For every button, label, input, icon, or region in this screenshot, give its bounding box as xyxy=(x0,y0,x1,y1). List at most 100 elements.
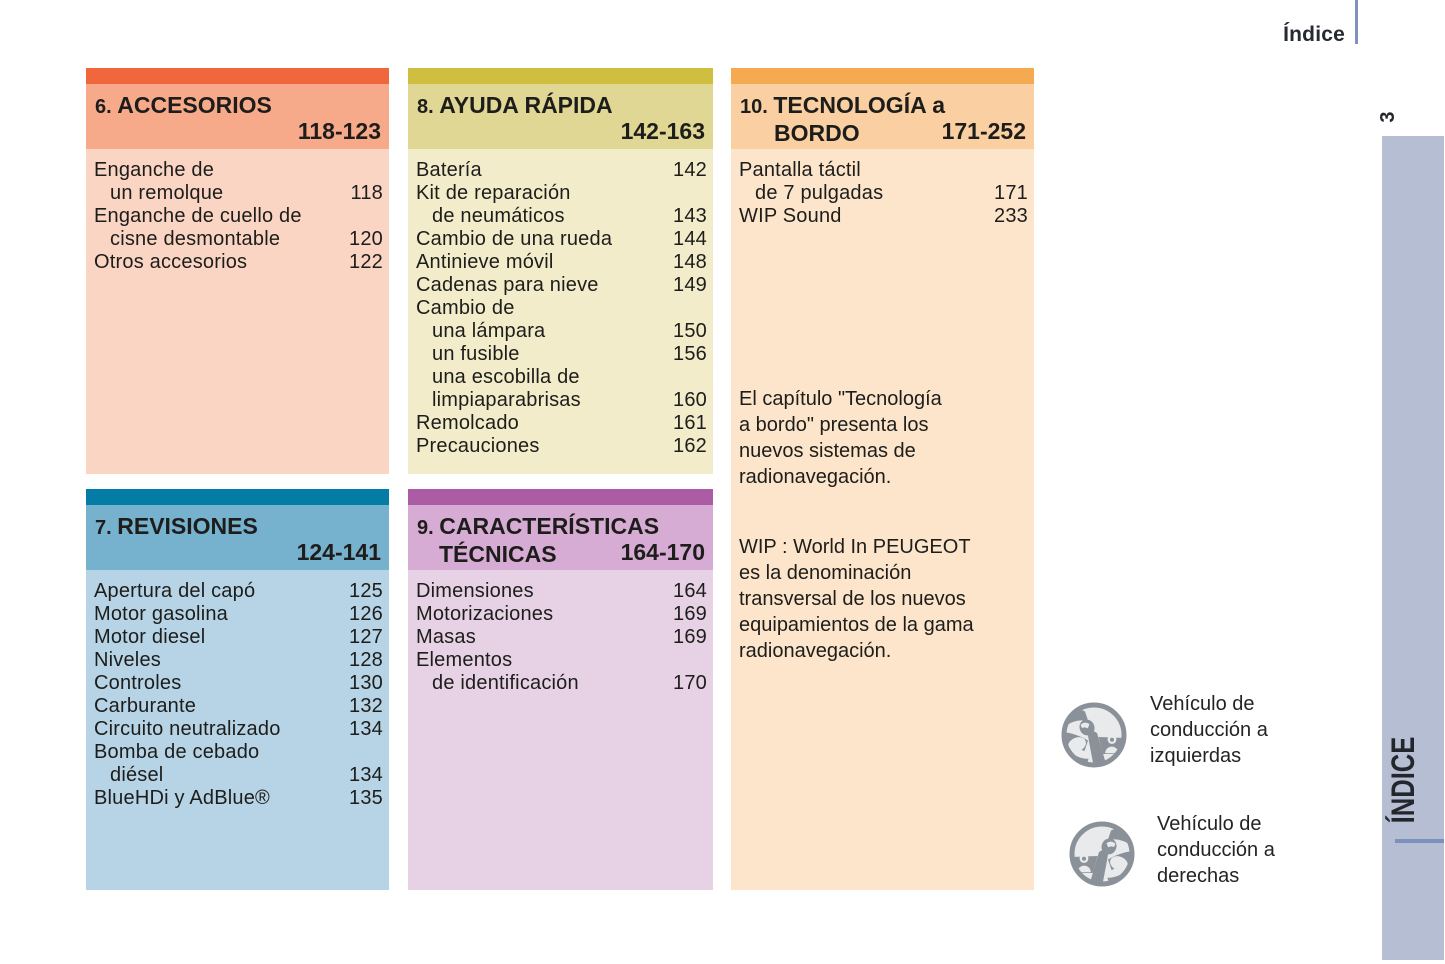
chapter-box-strip xyxy=(731,68,1034,84)
toc-entry: Carburante 132 xyxy=(94,695,383,718)
chapter-box-strip xyxy=(86,68,389,84)
chapter-page-range: 142-163 xyxy=(620,118,705,144)
toc-entry: Motor diesel 127 xyxy=(94,626,383,649)
chapter-title-line: BORDO xyxy=(774,120,860,146)
toc-entry-page: 169 xyxy=(673,603,707,625)
chapter-page-range: 118-123 xyxy=(297,118,381,144)
chapter-box-body: Batería 142 Kit de reparación de neumáticos… xyxy=(408,149,713,474)
toc-entry-label: Cambio de xyxy=(416,297,515,319)
toc-entry-page: 134 xyxy=(349,718,383,740)
toc-entry-label: Kit de reparación xyxy=(416,182,571,204)
steering-wheel-left-hand-drive-icon xyxy=(1058,699,1130,771)
toc-entry: Dimensiones 164 xyxy=(416,580,707,603)
chapter-title: 9. CARACTERÍSTICAS TÉCNICAS xyxy=(417,513,705,567)
toc-entry: Enganche de cuello de xyxy=(94,205,383,228)
toc-entry-label: Carburante xyxy=(94,695,197,717)
toc-entry: un remolque 118 xyxy=(94,182,383,205)
chapter-title-line: 10. TECNOLOGÍA a xyxy=(740,92,946,118)
chapter-title-line: 9. CARACTERÍSTICAS xyxy=(417,513,660,539)
chapter-number: 9. xyxy=(417,517,440,539)
toc-entry: de neumáticos 143 xyxy=(416,205,707,228)
chapter-box-strip xyxy=(86,489,389,505)
toc-entry: Cadenas para nieve 149 xyxy=(416,274,707,297)
toc-entry-label: de 7 pulgadas xyxy=(755,182,884,204)
chapter-page-range: 124-141 xyxy=(296,539,381,565)
toc-entry-label: Antinieve móvil xyxy=(416,251,554,273)
toc-entry-page: 128 xyxy=(349,649,383,671)
toc-entry-label: Cambio de una rueda xyxy=(416,228,613,250)
toc-entry: cisne desmontable 120 xyxy=(94,228,383,251)
toc-entry: limpiaparabrisas 160 xyxy=(416,389,707,412)
toc-entry-page: 118 xyxy=(350,182,383,204)
chapter-box-accesorios: 6. ACCESORIOS 118-123 Enganche de un remolq… xyxy=(86,68,389,474)
chapter-title-line: 8. AYUDA RÁPIDA xyxy=(417,92,613,118)
chapter-note-line: nuevos sistemas de xyxy=(739,440,916,462)
toc-entry: Apertura del capó 125 xyxy=(94,580,383,603)
toc-entry-page: 130 xyxy=(349,672,383,694)
toc-entry-label: Pantalla táctil xyxy=(739,159,861,181)
toc-entry: Kit de reparación xyxy=(416,182,707,205)
toc-entry-label: Bomba de cebado xyxy=(94,741,260,763)
drive-side-legend-label: Vehículo de conducción a derechas xyxy=(1157,811,1275,889)
chapter-note-paragraph: El capítulo "Tecnología a bordo" presenta… xyxy=(739,386,1028,490)
toc-entry: Motor gasolina 126 xyxy=(94,603,383,626)
chapter-title: 6. ACCESORIOS xyxy=(95,92,381,120)
toc-entry-page: 160 xyxy=(673,389,707,411)
toc-entry-label: diésel xyxy=(110,764,164,786)
toc-entry-label: una escobilla de xyxy=(432,366,580,388)
toc-entry-page: 162 xyxy=(673,435,707,457)
toc-entry-label: cisne desmontable xyxy=(110,228,281,250)
toc-entry-page: 122 xyxy=(349,251,383,273)
toc-entry-page: 120 xyxy=(349,228,383,250)
toc-entry-page: 144 xyxy=(673,228,707,250)
chapter-box-header: 6. ACCESORIOS 118-123 xyxy=(86,84,389,149)
chapter-box-revisiones: 7. REVISIONES 124-141 Apertura del capó 125… xyxy=(86,489,389,890)
toc-entry-label: Enganche de xyxy=(94,159,215,181)
toc-entry-page: 170 xyxy=(673,672,707,694)
chapter-box-ayuda-rapida: 8. AYUDA RÁPIDA 142-163 Batería 142 Kit de r… xyxy=(408,68,713,474)
chapter-note-paragraph: WIP : World In PEUGEOT es la denominación… xyxy=(739,534,1028,664)
steering-wheel-right-hand-drive-icon xyxy=(1066,818,1138,890)
chapter-note-line: radionavegación. xyxy=(739,466,892,488)
chapter-box-caracteristicas-tecnicas: 9. CARACTERÍSTICAS TÉCNICAS 164-170 Dimensi… xyxy=(408,489,713,890)
toc-entry-page: 135 xyxy=(349,787,383,809)
toc-entry-label: WIP Sound xyxy=(739,205,842,227)
drive-side-legend-line: derechas xyxy=(1157,865,1240,887)
chapter-note-line: transversal de los nuevos xyxy=(739,588,966,610)
toc-entry-label: Motorizaciones xyxy=(416,603,554,625)
toc-entry-page: 149 xyxy=(673,274,707,296)
chapter-box-body: Pantalla táctil de 7 pulgadas 171 WIP Sound… xyxy=(731,149,1034,890)
chapter-box-header: 10. TECNOLOGÍA a BORDO 171-252 xyxy=(731,84,1034,149)
toc-entry: Batería 142 xyxy=(416,159,707,182)
toc-entry: una escobilla de xyxy=(416,366,707,389)
chapter-note-line: El capítulo "Tecnología xyxy=(739,388,942,410)
toc-entry-page: 233 xyxy=(994,205,1028,227)
toc-entry: Motorizaciones 169 xyxy=(416,603,707,626)
toc-entry: Otros accesorios 122 xyxy=(94,251,383,274)
chapter-title-line: TÉCNICAS xyxy=(439,541,557,567)
chapter-title-line: 6. ACCESORIOS xyxy=(95,92,272,118)
toc-entry-page: 142 xyxy=(673,159,707,181)
toc-entry-label: Dimensiones xyxy=(416,580,534,602)
chapter-page-range: 164-170 xyxy=(620,539,705,565)
toc-entry: Antinieve móvil 148 xyxy=(416,251,707,274)
toc-entry: Enganche de xyxy=(94,159,383,182)
toc-entry-page: 148 xyxy=(673,251,707,273)
toc-entry: Remolcado 161 xyxy=(416,412,707,435)
title-rule xyxy=(1355,0,1358,44)
toc-entry: Bomba de cebado xyxy=(94,741,383,764)
toc-entry: Elementos xyxy=(416,649,707,672)
toc-entry-page: 127 xyxy=(349,626,383,648)
toc-entry: WIP Sound 233 xyxy=(739,205,1028,228)
toc-entry-label: Masas xyxy=(416,626,476,648)
toc-entry: Cambio de xyxy=(416,297,707,320)
toc-entry-page: 171 xyxy=(994,182,1028,204)
toc-entry: Cambio de una rueda 144 xyxy=(416,228,707,251)
toc-entry: Pantalla táctil xyxy=(739,159,1028,182)
chapter-box-strip xyxy=(408,489,713,505)
toc-entry-label: Batería xyxy=(416,159,482,181)
chapter-number: 8. xyxy=(417,96,440,118)
toc-entry-label: Motor diesel xyxy=(94,626,206,648)
chapter-box-body: Apertura del capó 125 Motor gasolina 126 Mot… xyxy=(86,570,389,890)
